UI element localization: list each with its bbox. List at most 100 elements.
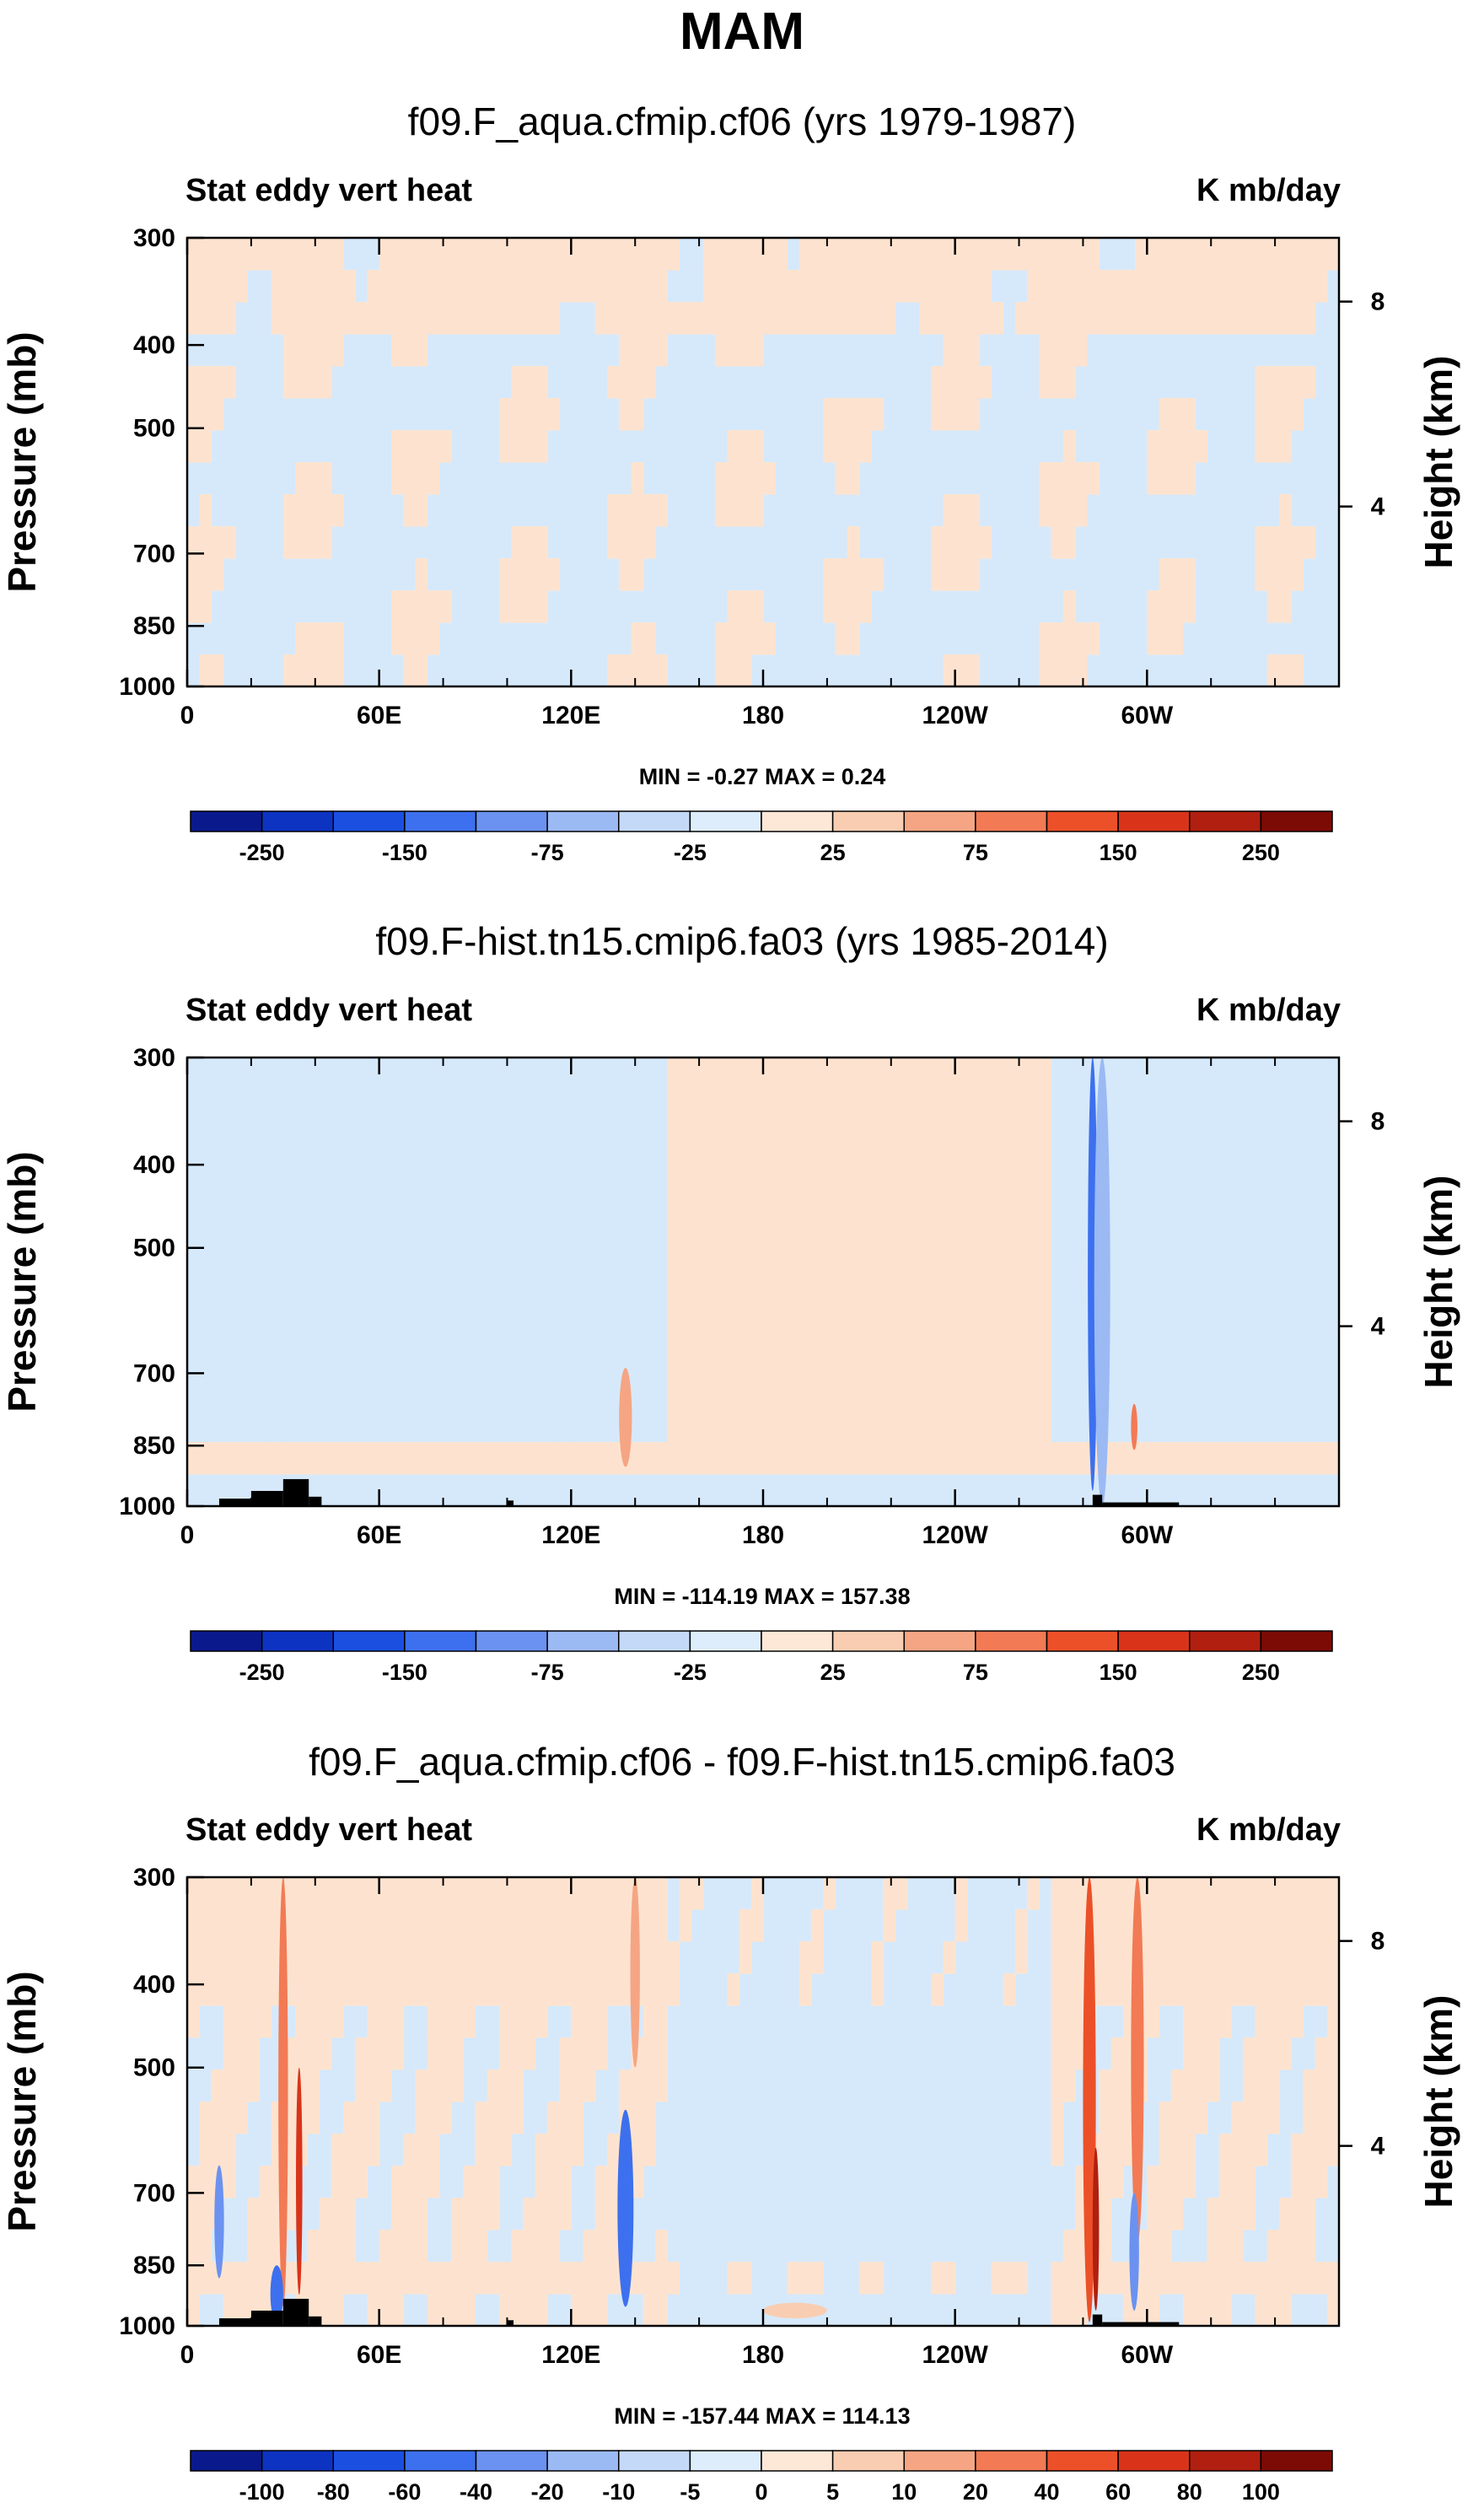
field-cell — [511, 1941, 524, 1974]
field-cell — [1014, 1941, 1028, 1974]
field-cell — [199, 494, 212, 527]
field-cell — [1266, 1941, 1280, 1974]
field-cell — [715, 494, 728, 527]
field-cell — [390, 2230, 404, 2263]
field-cell — [763, 1186, 776, 1219]
field-cell — [295, 622, 308, 655]
field-cell — [535, 558, 548, 591]
field-cell — [1170, 590, 1184, 623]
panel-2-left-label: Stat eddy vert heat — [186, 993, 472, 1028]
panel-3-colorbar: -100 -80 -60 -40 -20 -10 -5 0 5 10 20 40 60 80 100 — [190, 2450, 1333, 2505]
field-cell — [775, 1410, 788, 1443]
field-cell — [403, 334, 416, 367]
field-cell — [594, 270, 608, 303]
field-cell — [451, 238, 464, 271]
field-cell — [943, 526, 956, 559]
field-cell — [954, 1154, 968, 1187]
field-cell — [511, 558, 524, 591]
field-cell — [979, 1378, 992, 1411]
field-cell — [1110, 1442, 1124, 1475]
field-cell — [727, 1218, 740, 1251]
field-cell — [1051, 654, 1064, 687]
field-cell — [1255, 1941, 1268, 1974]
field-cell — [775, 1218, 788, 1251]
height-tick-label: 4 — [1371, 1313, 1385, 1341]
field-cell — [918, 238, 932, 271]
field-cell — [1278, 1941, 1292, 1974]
panel-2-stats: MIN = -114.19 MAX = 157.38 — [614, 1584, 910, 1609]
field-cell — [727, 654, 740, 687]
field-cell — [835, 558, 848, 591]
field-cell — [954, 1058, 968, 1090]
field-cell — [1003, 1973, 1016, 2006]
field-cell — [355, 1877, 368, 1910]
field-cell — [619, 366, 632, 399]
field-cell — [1195, 1442, 1207, 1475]
field-cell — [295, 1941, 308, 1974]
field-cell — [943, 1186, 956, 1219]
field-cell — [1039, 1154, 1051, 1187]
field-cell — [823, 1314, 836, 1347]
field-cell — [583, 2230, 596, 2263]
field-cell — [571, 238, 584, 271]
field-cell — [583, 2069, 596, 2102]
field-cell — [763, 302, 776, 335]
field-cell — [199, 558, 212, 591]
field-cell — [1170, 1973, 1184, 2006]
field-cell — [631, 494, 644, 527]
field-cell — [1110, 2102, 1124, 2134]
field-cell — [715, 1058, 728, 1090]
field-cell — [415, 558, 428, 591]
field-cell — [1207, 302, 1220, 335]
field-cell — [775, 1186, 788, 1219]
field-cell — [1218, 302, 1232, 335]
field-cell — [1183, 1442, 1196, 1475]
field-cell — [858, 270, 872, 303]
field-cell — [643, 1973, 656, 2006]
field-cell — [211, 2069, 224, 2102]
field-cell — [1110, 2134, 1124, 2166]
field-cell — [750, 590, 764, 623]
field-cell — [319, 622, 332, 655]
field-cell — [810, 238, 824, 271]
field-cell — [739, 1122, 752, 1154]
field-cell — [355, 1941, 368, 1974]
field-cell — [1062, 1909, 1076, 1942]
field-cell — [535, 590, 548, 623]
field-cell — [715, 270, 728, 303]
field-cell — [307, 1909, 320, 1942]
field-cell — [810, 1378, 824, 1411]
field-cell — [906, 238, 920, 271]
colorbar-label: 80 — [1177, 2479, 1202, 2505]
field-cell — [583, 1442, 596, 1475]
field-cell — [319, 2230, 332, 2263]
field-cell — [187, 2230, 200, 2263]
field-cell — [319, 2005, 332, 2038]
field-cell — [1243, 302, 1255, 335]
field-cell — [931, 1218, 944, 1251]
field-cell — [594, 302, 608, 335]
field-cell — [1074, 238, 1088, 271]
field-cell — [1255, 1973, 1268, 2006]
field-cell — [966, 526, 980, 559]
field-cell — [451, 2005, 464, 2038]
field-cell — [1303, 526, 1316, 559]
field-cell — [906, 1346, 920, 1379]
field-cell — [1291, 238, 1304, 271]
field-cell — [883, 1218, 896, 1251]
field-cell — [739, 238, 752, 271]
field-cell — [810, 1941, 824, 1974]
field-cell — [1074, 2294, 1088, 2327]
field-cell — [798, 1186, 812, 1219]
field-cell — [1039, 1122, 1051, 1154]
field-cell — [763, 270, 776, 303]
field-cell — [463, 2166, 476, 2199]
field-cell — [247, 1442, 260, 1475]
field-cell — [643, 1909, 656, 1942]
field-cell — [1291, 366, 1304, 399]
field-cell — [702, 1282, 716, 1315]
field-cell — [739, 1058, 752, 1090]
field-cell — [619, 1909, 632, 1942]
field-cell — [1014, 302, 1028, 335]
field-cell — [847, 526, 860, 559]
